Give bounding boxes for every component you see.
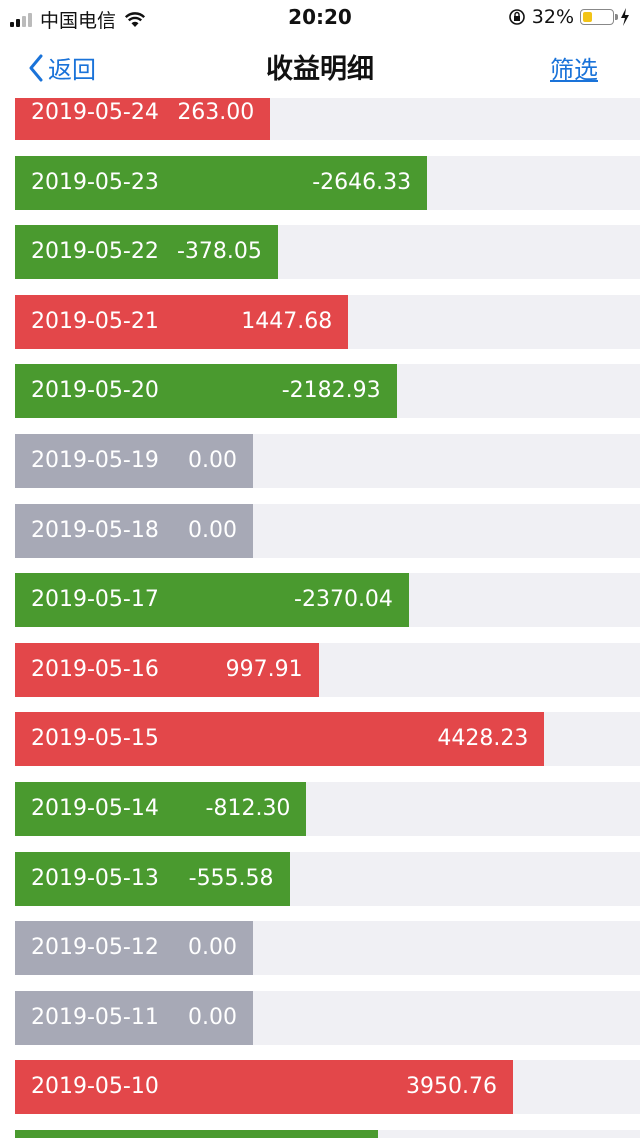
earnings-list[interactable]: 2019-05-24 263.00 2019-05-23 -2646.33 2019-0… (0, 98, 640, 1138)
navigation-bar: 返回 收益明细 筛选 (0, 34, 640, 98)
filter-button[interactable]: 筛选 (550, 56, 598, 84)
row-date: 2019-05-15 (31, 726, 159, 752)
amount-bar: 2019-05-10 3950.76 (15, 1060, 513, 1115)
row-date: 2019-05-11 (31, 1004, 159, 1030)
row-amount: 0.00 (188, 448, 237, 473)
row-date: 2019-05-14 (31, 796, 159, 821)
list-item[interactable]: 2019-05-11 0.00 (15, 990, 640, 1045)
list-item[interactable]: 2019-05-14 -812.30 (15, 782, 640, 836)
list-item[interactable] (15, 1130, 640, 1138)
amount-bar: 2019-05-19 0.00 (15, 434, 253, 488)
amount-bar: 2019-05-13 -555.58 (15, 851, 290, 906)
row-amount: 0.00 (188, 1004, 237, 1030)
row-amount: -2182.93 (281, 378, 381, 404)
list-item[interactable]: 2019-05-23 -2646.33 (15, 155, 640, 210)
battery-percent: 32% (531, 6, 574, 28)
signal-icon (10, 12, 32, 27)
row-amount: -555.58 (188, 865, 274, 891)
amount-bar: 2019-05-11 0.00 (15, 990, 253, 1045)
status-right: 32% (508, 6, 630, 28)
amount-bar: 2019-05-24 263.00 (15, 98, 271, 140)
amount-bar: 2019-05-20 -2182.93 (15, 364, 397, 419)
row-amount: 4428.23 (437, 726, 529, 752)
row-date: 2019-05-20 (31, 378, 159, 404)
list-item[interactable]: 2019-05-22 -378.05 (15, 225, 640, 280)
battery-icon (580, 9, 618, 25)
row-amount: 997.91 (225, 656, 303, 682)
row-amount: -812.30 (205, 796, 291, 821)
list-item[interactable]: 2019-05-13 -555.58 (15, 851, 640, 906)
amount-bar: 2019-05-17 -2370.04 (15, 573, 409, 628)
row-date: 2019-05-24 (31, 100, 159, 125)
list-item[interactable]: 2019-05-15 4428.23 (15, 712, 640, 767)
amount-bar (15, 1130, 379, 1138)
row-amount: 0.00 (188, 517, 237, 543)
rotation-lock-icon (508, 9, 525, 25)
chevron-left-icon (29, 54, 43, 81)
status-time: 20:20 (288, 5, 352, 29)
list-item[interactable]: 2019-05-12 0.00 (15, 921, 640, 976)
amount-bar: 2019-05-21 1447.68 (15, 294, 349, 349)
row-date: 2019-05-22 (31, 239, 159, 265)
amount-bar: 2019-05-15 4428.23 (15, 712, 545, 767)
row-date: 2019-05-16 (31, 656, 159, 682)
wifi-icon (124, 11, 146, 29)
list-item[interactable]: 2019-05-20 -2182.93 (15, 364, 640, 419)
row-amount: 263.00 (177, 100, 255, 125)
row-date: 2019-05-10 (31, 1074, 159, 1100)
amount-bar: 2019-05-18 0.00 (15, 503, 253, 558)
page-title: 收益明细 (266, 54, 374, 85)
list-item[interactable]: 2019-05-10 3950.76 (15, 1060, 640, 1115)
status-bar: 中国电信 20:20 32% (0, 0, 640, 34)
list-item[interactable]: 2019-05-19 0.00 (15, 434, 640, 488)
row-date: 2019-05-21 (31, 308, 159, 334)
row-date: 2019-05-13 (31, 865, 159, 891)
row-amount: 0.00 (188, 935, 237, 961)
amount-bar: 2019-05-22 -378.05 (15, 225, 278, 280)
back-button[interactable]: 返回 (28, 50, 96, 85)
amount-bar: 2019-05-23 -2646.33 (15, 155, 428, 210)
list-item[interactable]: 2019-05-24 263.00 (15, 98, 640, 140)
amount-bar: 2019-05-12 0.00 (15, 921, 253, 976)
back-label: 返回 (48, 56, 96, 84)
row-date: 2019-05-18 (31, 517, 159, 543)
row-date: 2019-05-23 (31, 169, 159, 195)
list-item[interactable]: 2019-05-17 -2370.04 (15, 573, 640, 628)
row-date: 2019-05-12 (31, 935, 159, 961)
row-amount: -378.05 (176, 239, 262, 265)
list-item[interactable]: 2019-05-16 997.91 (15, 642, 640, 697)
row-amount: -2370.04 (294, 587, 393, 613)
row-amount: -2646.33 (312, 169, 412, 195)
row-date: 2019-05-19 (31, 448, 159, 473)
amount-bar: 2019-05-14 -812.30 (15, 782, 307, 836)
list-item[interactable]: 2019-05-18 0.00 (15, 503, 640, 558)
carrier-label: 中国电信 (40, 10, 117, 32)
list-item[interactable]: 2019-05-21 1447.68 (15, 294, 640, 349)
status-left: 中国电信 (10, 6, 146, 33)
charging-icon (621, 8, 629, 26)
row-date: 2019-05-17 (31, 587, 159, 613)
amount-bar: 2019-05-16 997.91 (15, 642, 319, 697)
row-amount: 3950.76 (405, 1074, 497, 1100)
row-amount: 1447.68 (241, 308, 333, 334)
